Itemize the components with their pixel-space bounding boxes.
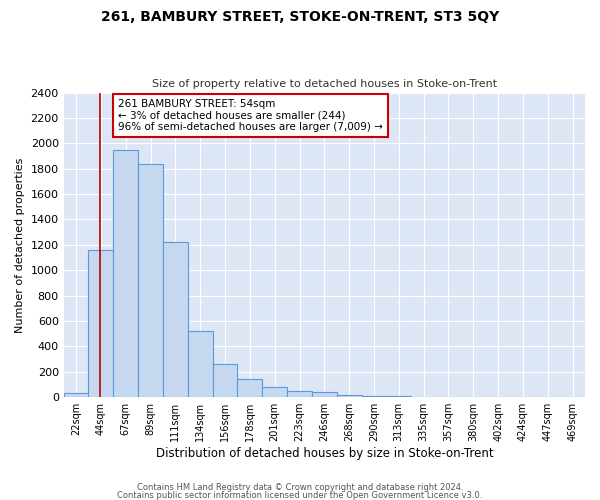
- Bar: [362, 396, 386, 397]
- Text: 261, BAMBURY STREET, STOKE-ON-TRENT, ST3 5QY: 261, BAMBURY STREET, STOKE-ON-TRENT, ST3…: [101, 10, 499, 24]
- Bar: [113, 150, 138, 397]
- Bar: [138, 164, 163, 397]
- Bar: [337, 396, 362, 397]
- Bar: [312, 392, 337, 397]
- Bar: [287, 392, 312, 397]
- Bar: [64, 394, 88, 397]
- Bar: [188, 331, 212, 397]
- Bar: [386, 396, 411, 397]
- Text: Contains public sector information licensed under the Open Government Licence v3: Contains public sector information licen…: [118, 490, 482, 500]
- X-axis label: Distribution of detached houses by size in Stoke-on-Trent: Distribution of detached houses by size …: [155, 447, 493, 460]
- Bar: [238, 379, 262, 397]
- Bar: [262, 387, 287, 397]
- Bar: [411, 396, 436, 397]
- Bar: [163, 242, 188, 397]
- Bar: [212, 364, 238, 397]
- Title: Size of property relative to detached houses in Stoke-on-Trent: Size of property relative to detached ho…: [152, 79, 497, 89]
- Bar: [88, 250, 113, 397]
- Text: Contains HM Land Registry data © Crown copyright and database right 2024.: Contains HM Land Registry data © Crown c…: [137, 484, 463, 492]
- Text: 261 BAMBURY STREET: 54sqm
← 3% of detached houses are smaller (244)
96% of semi-: 261 BAMBURY STREET: 54sqm ← 3% of detach…: [118, 99, 383, 132]
- Y-axis label: Number of detached properties: Number of detached properties: [15, 157, 25, 332]
